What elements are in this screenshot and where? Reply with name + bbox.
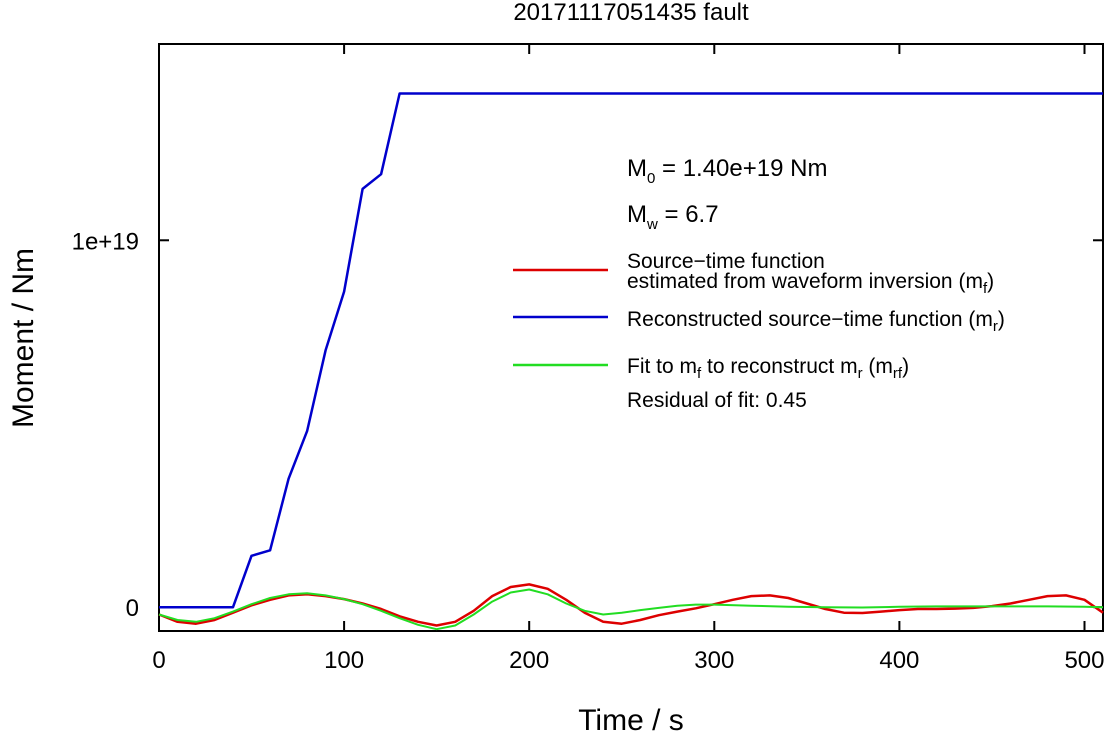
x-tick-label: 500 [1064, 647, 1104, 674]
legend-mrf-text2: to reconstruct m [701, 355, 857, 378]
x-axis-label: Time / s [578, 704, 684, 736]
mw-base: M [627, 201, 647, 228]
series-line-mrf [158, 588, 1104, 631]
mw-annotation: Mw = 6.7 [627, 201, 719, 233]
series-group [158, 92, 1104, 631]
legend-mr-tail: ) [998, 308, 1005, 331]
legend-mrf-tail: ) [902, 355, 909, 378]
legend-mrf-sub3: rf [893, 365, 903, 382]
x-tick-label: 400 [879, 647, 919, 674]
m0-sub: 0 [647, 170, 655, 187]
legend-label-mrf: Fit to mf to reconstruct mr (mrf) [627, 355, 909, 382]
series-line-mf [158, 583, 1104, 627]
m0-value: = 1.40e+19 Nm [655, 155, 827, 182]
x-tick-label: 300 [694, 647, 734, 674]
legend: Source−time function estimated from wave… [513, 250, 1005, 412]
legend-mrf-text3: (m [863, 355, 893, 378]
legend-mr-text: Reconstructed source−time function (m [627, 308, 993, 331]
chart-title: 20171117051435 fault [513, 0, 749, 26]
series-line-mr [159, 92, 1103, 609]
y-tick-label: 0 [126, 595, 139, 622]
legend-mrf-text1: Fit to m [627, 355, 697, 378]
x-axis-ticks: 0 100 200 300 400 500 [152, 44, 1105, 674]
plot-frame [158, 43, 1104, 632]
x-tick-label: 200 [509, 647, 549, 674]
legend-label-mr: Reconstructed source−time function (mr) [627, 308, 1005, 335]
legend-mf-tail: ) [987, 270, 994, 293]
m0-annotation: M0 = 1.40e+19 Nm [627, 155, 827, 187]
y-axis-label: Moment / Nm [7, 248, 40, 428]
x-tick-label: 100 [324, 647, 364, 674]
legend-mrf-sub1: f [697, 365, 702, 382]
m0-base: M [627, 155, 647, 182]
x-tick-label: 0 [152, 647, 165, 674]
mw-sub: w [646, 216, 658, 233]
legend-mf-sub: f [983, 280, 988, 297]
legend-mf-text: estimated from waveform inversion (m [627, 270, 983, 293]
legend-label-mf-line2: estimated from waveform inversion (mf) [627, 270, 994, 297]
mw-value: = 6.7 [658, 201, 719, 228]
legend-mrf-sub2: r [858, 365, 863, 382]
y-tick-label: 1e+19 [72, 228, 139, 255]
residual-annotation: Residual of fit: 0.45 [627, 389, 807, 412]
legend-mr-sub: r [993, 318, 998, 335]
legend-label-mf-line1: Source−time function [627, 250, 825, 273]
